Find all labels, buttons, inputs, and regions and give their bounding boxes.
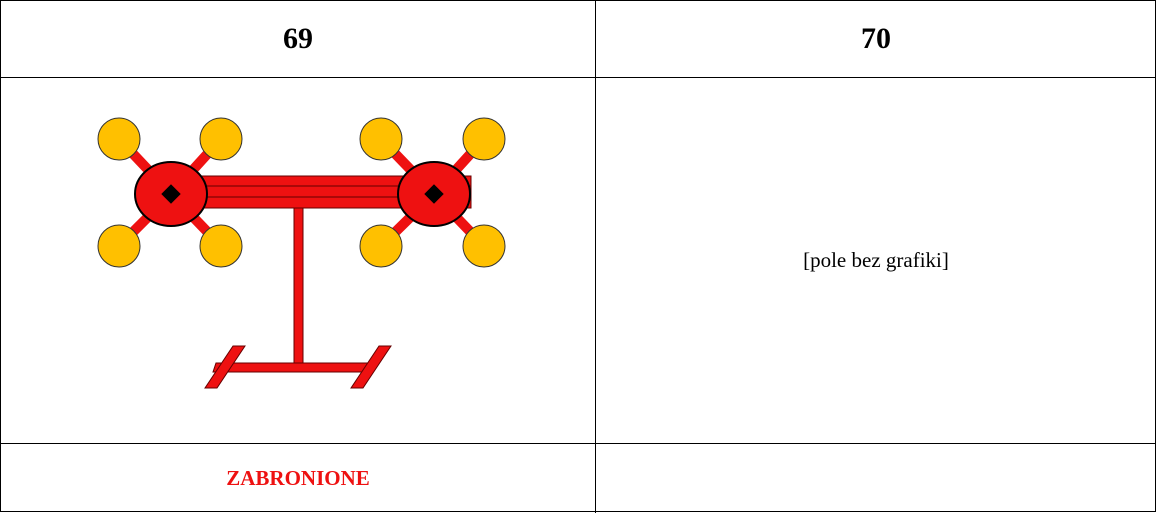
row-divider [1,77,1156,78]
status-label: ZABRONIONE [226,465,370,490]
header-cell: 70 [861,22,891,55]
row-divider [1,443,1156,444]
target-stand-graphic [97,117,506,389]
column-divider [595,1,596,513]
header-cell: 69 [283,22,313,55]
cell-text: [pole bez grafiki] [803,248,949,272]
